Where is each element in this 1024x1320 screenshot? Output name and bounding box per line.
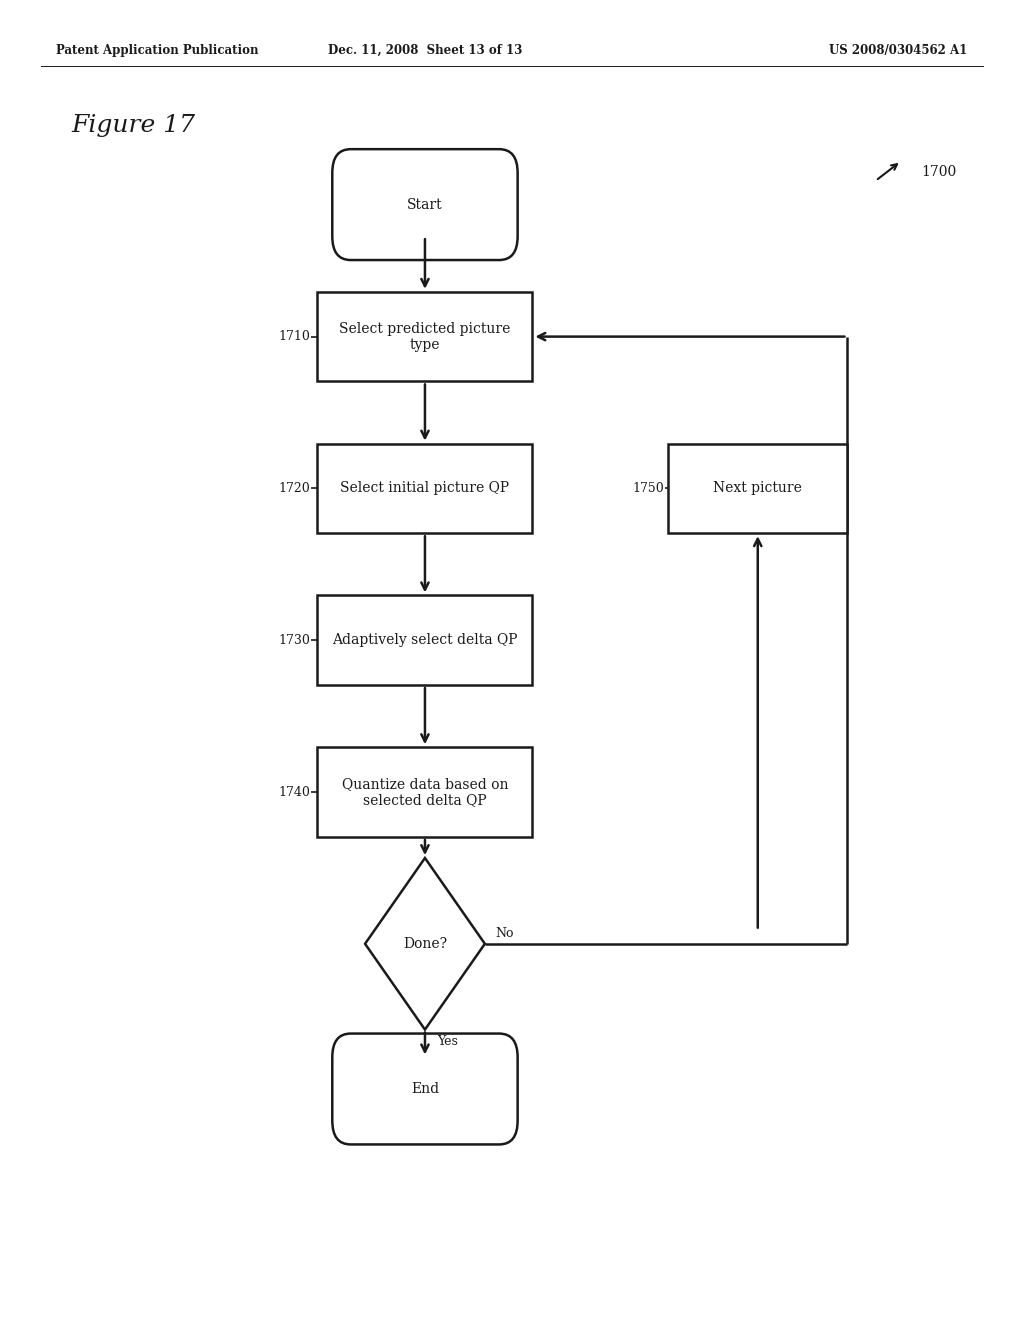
Text: US 2008/0304562 A1: US 2008/0304562 A1 — [829, 44, 968, 57]
FancyBboxPatch shape — [317, 747, 532, 837]
Text: 1740: 1740 — [279, 785, 310, 799]
Text: 1700: 1700 — [922, 165, 956, 178]
Text: No: No — [496, 927, 514, 940]
Text: Dec. 11, 2008  Sheet 13 of 13: Dec. 11, 2008 Sheet 13 of 13 — [328, 44, 522, 57]
Text: Adaptively select delta QP: Adaptively select delta QP — [332, 634, 518, 647]
Text: 1710: 1710 — [279, 330, 310, 343]
FancyBboxPatch shape — [317, 444, 532, 533]
Text: Done?: Done? — [402, 937, 447, 950]
Text: Select initial picture QP: Select initial picture QP — [340, 482, 510, 495]
Text: End: End — [411, 1082, 439, 1096]
Text: Figure 17: Figure 17 — [72, 114, 196, 137]
Text: Yes: Yes — [437, 1035, 458, 1048]
Text: 1730: 1730 — [279, 634, 310, 647]
Polygon shape — [365, 858, 485, 1030]
FancyBboxPatch shape — [332, 1034, 517, 1144]
Text: Start: Start — [408, 198, 442, 211]
Text: Patent Application Publication: Patent Application Publication — [56, 44, 259, 57]
Text: Next picture: Next picture — [714, 482, 802, 495]
FancyBboxPatch shape — [668, 444, 847, 533]
Text: Quantize data based on
selected delta QP: Quantize data based on selected delta QP — [342, 777, 508, 807]
FancyBboxPatch shape — [317, 595, 532, 685]
FancyBboxPatch shape — [332, 149, 517, 260]
FancyBboxPatch shape — [317, 292, 532, 381]
Text: 1720: 1720 — [279, 482, 310, 495]
Text: 1750: 1750 — [632, 482, 664, 495]
Text: Select predicted picture
type: Select predicted picture type — [339, 322, 511, 351]
